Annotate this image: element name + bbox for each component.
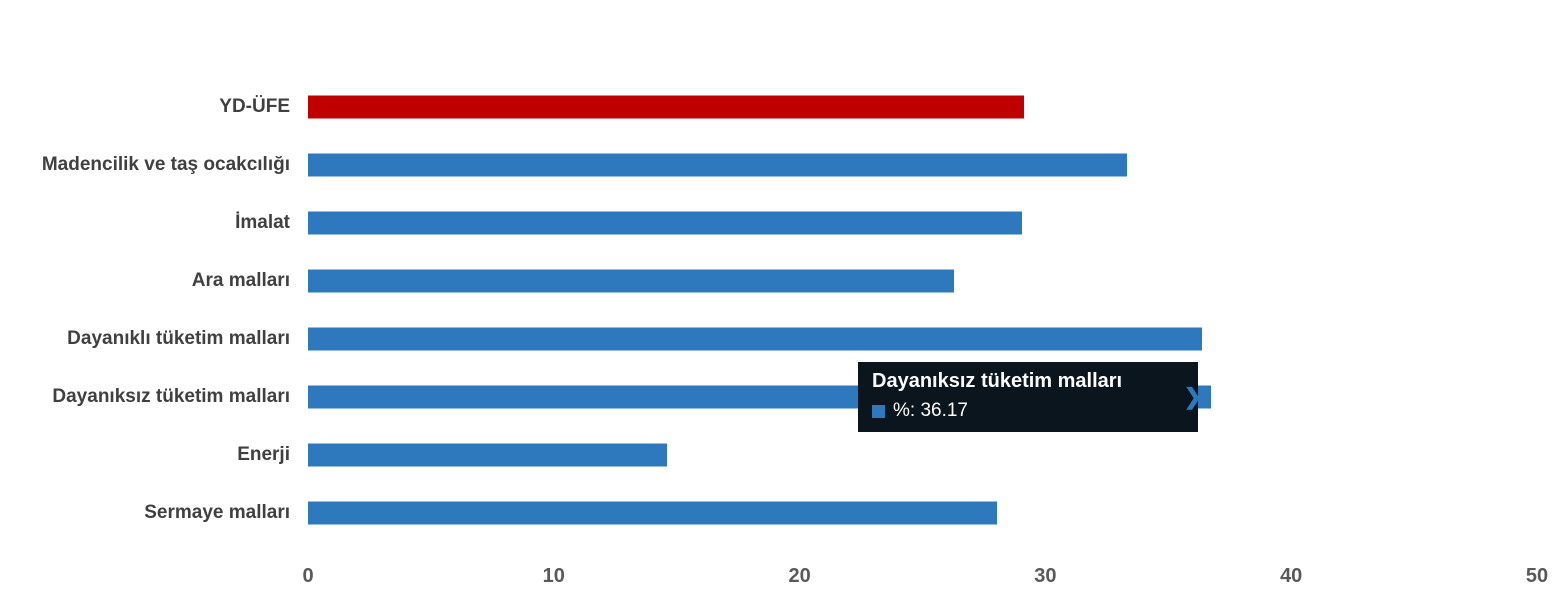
bar[interactable] [308, 95, 1025, 119]
bar-row: Sermaye malları [0, 484, 1556, 542]
x-tick-label: 40 [1280, 565, 1303, 587]
tooltip-value-line: %: 36.17 [872, 400, 1184, 422]
bar-track [308, 78, 1556, 136]
bar[interactable] [308, 443, 668, 467]
bar-row: Dayanıklı tüketim malları [0, 310, 1556, 368]
x-axis: 0 10 20 30 40 50 [302, 565, 1548, 595]
category-label: Sermaye malları [144, 502, 290, 523]
category-label: YD-ÜFE [219, 96, 290, 117]
category-label: Dayanıklı tüketim malları [67, 328, 290, 349]
bar-row: YD-ÜFE [0, 78, 1556, 136]
category-label: Ara malları [191, 270, 290, 291]
tooltip-title: Dayanıksız tüketim malları [872, 370, 1123, 392]
series-legend-marker [872, 404, 885, 418]
chevron-right-icon: ❯ [1183, 384, 1202, 409]
bar[interactable] [308, 269, 955, 293]
bar[interactable] [308, 153, 1127, 177]
bar-track [308, 252, 1556, 310]
bar-row: Madencilik ve taş ocakcılığı [0, 136, 1556, 194]
bar-row: İmalat [0, 194, 1556, 252]
x-tick-label: 50 [1525, 565, 1549, 587]
bar-rows: YD-ÜFE Madencilik ve taş ocakcılığı İmalat… [0, 78, 1556, 542]
bar-track [308, 484, 1556, 542]
category-label: Madencilik ve taş ocakcılığı [41, 154, 290, 175]
bar[interactable] [308, 501, 997, 525]
bar[interactable] [308, 327, 1202, 351]
x-tick-label: 20 [788, 565, 811, 587]
category-label: İmalat [235, 212, 290, 233]
x-tick-label: 10 [542, 565, 565, 587]
bar-row: Dayanıksız tüketim malları [0, 368, 1556, 426]
bar-row: Enerji [0, 426, 1556, 484]
tooltip-value: %: 36.17 [893, 400, 968, 421]
x-tick-label: 30 [1034, 565, 1057, 587]
category-label: Enerji [237, 444, 290, 465]
bar-track [308, 310, 1556, 368]
x-tick-label: 0 [302, 565, 314, 587]
bar-track [308, 426, 1556, 484]
bar-row: Ara malları [0, 252, 1556, 310]
tooltip: Dayanıksız tüketim malları %: 36.17 ❯ [858, 362, 1202, 432]
category-label: Dayanıksız tüketim malları [52, 386, 290, 407]
bar-track [308, 194, 1556, 252]
bar[interactable] [308, 211, 1022, 235]
bar-track [308, 136, 1556, 194]
